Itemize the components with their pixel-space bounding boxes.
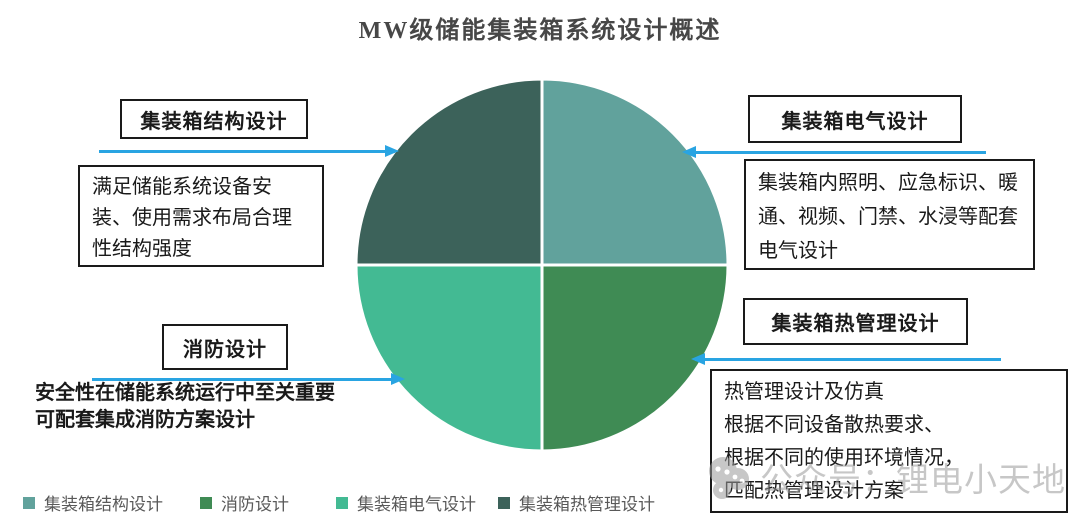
pie-slice-fire xyxy=(540,263,730,453)
fire-label-box: 消防设计 xyxy=(162,324,288,370)
arrow-head-icon xyxy=(682,146,696,158)
structure-arrow xyxy=(97,145,399,157)
legend-label: 消防设计 xyxy=(221,495,289,514)
thermal-description-box: 热管理设计及仿真 根据不同设备散热要求、 根据不同的使用环境情况， 匹配热管理设… xyxy=(710,369,1068,513)
legend-label: 集装箱电气设计 xyxy=(357,495,476,514)
legend-item-thermal: 集装箱热管理设计 xyxy=(498,490,655,515)
fire-arrow xyxy=(90,373,405,385)
legend-label: 集装箱热管理设计 xyxy=(519,495,655,514)
electrical-description-box: 集装箱内照明、应急标识、暖 通、视频、门禁、水浸等配套 电气设计 xyxy=(744,159,1035,270)
arrow-shaft xyxy=(695,358,1001,361)
arrow-shaft xyxy=(99,150,395,153)
structure-label-box: 集装箱结构设计 xyxy=(120,99,308,139)
legend-swatch-icon xyxy=(23,496,35,509)
structure-description-box: 满足储能系统设备安 装、使用需求布局合理 性结构强度 xyxy=(78,165,324,267)
thermal-arrow xyxy=(691,353,1003,365)
pie-slice-structure xyxy=(540,77,730,267)
legend-swatch-icon xyxy=(498,496,510,509)
legend-swatch-icon xyxy=(200,496,212,509)
arrow-head-icon xyxy=(691,353,705,365)
legend-item-structure: 集装箱结构设计 xyxy=(23,490,163,515)
arrow-head-icon xyxy=(385,145,399,157)
page-title: MW级储能集装箱系统设计概述 xyxy=(358,18,722,44)
legend-item-fire: 消防设计 xyxy=(200,490,289,515)
legend-label: 集装箱结构设计 xyxy=(44,495,163,514)
pie-chart xyxy=(354,77,730,453)
arrow-head-icon xyxy=(391,373,405,385)
legend-swatch-icon xyxy=(336,496,348,509)
fire-description-text: 安全性在储能系统运行中至关重要 可配套集成消防方案设计 xyxy=(35,382,335,431)
electrical-label-box: 集装箱电气设计 xyxy=(748,95,962,143)
pie-slice-electrical xyxy=(354,263,544,453)
arrow-shaft xyxy=(686,151,986,154)
arrow-shaft xyxy=(92,378,401,381)
electrical-arrow xyxy=(682,146,988,158)
legend-item-electrical: 集装箱电气设计 xyxy=(336,490,476,515)
thermal-label-box: 集装箱热管理设计 xyxy=(743,298,968,345)
pie-slice-thermal xyxy=(354,77,544,267)
